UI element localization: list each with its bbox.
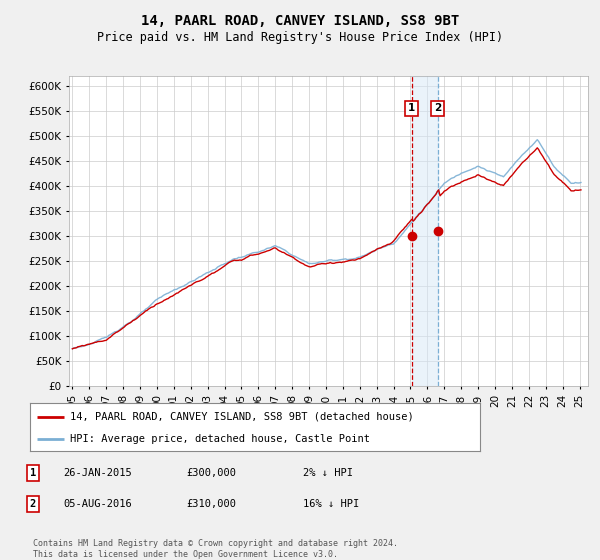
Text: Price paid vs. HM Land Registry's House Price Index (HPI): Price paid vs. HM Land Registry's House … — [97, 31, 503, 44]
Bar — [412, 76, 437, 386]
Text: 2: 2 — [434, 103, 441, 113]
Text: 2: 2 — [30, 499, 36, 509]
Text: 16% ↓ HPI: 16% ↓ HPI — [303, 499, 359, 509]
Text: 2% ↓ HPI: 2% ↓ HPI — [303, 468, 353, 478]
Text: Contains HM Land Registry data © Crown copyright and database right 2024.
This d: Contains HM Land Registry data © Crown c… — [33, 539, 398, 559]
Text: £310,000: £310,000 — [186, 499, 236, 509]
Text: 14, PAARL ROAD, CANVEY ISLAND, SS8 9BT (detached house): 14, PAARL ROAD, CANVEY ISLAND, SS8 9BT (… — [71, 412, 414, 422]
Text: 1: 1 — [408, 103, 415, 113]
Text: HPI: Average price, detached house, Castle Point: HPI: Average price, detached house, Cast… — [71, 434, 371, 444]
Text: 14, PAARL ROAD, CANVEY ISLAND, SS8 9BT: 14, PAARL ROAD, CANVEY ISLAND, SS8 9BT — [141, 14, 459, 28]
Text: £300,000: £300,000 — [186, 468, 236, 478]
Text: 1: 1 — [30, 468, 36, 478]
Text: 05-AUG-2016: 05-AUG-2016 — [63, 499, 132, 509]
Text: 26-JAN-2015: 26-JAN-2015 — [63, 468, 132, 478]
